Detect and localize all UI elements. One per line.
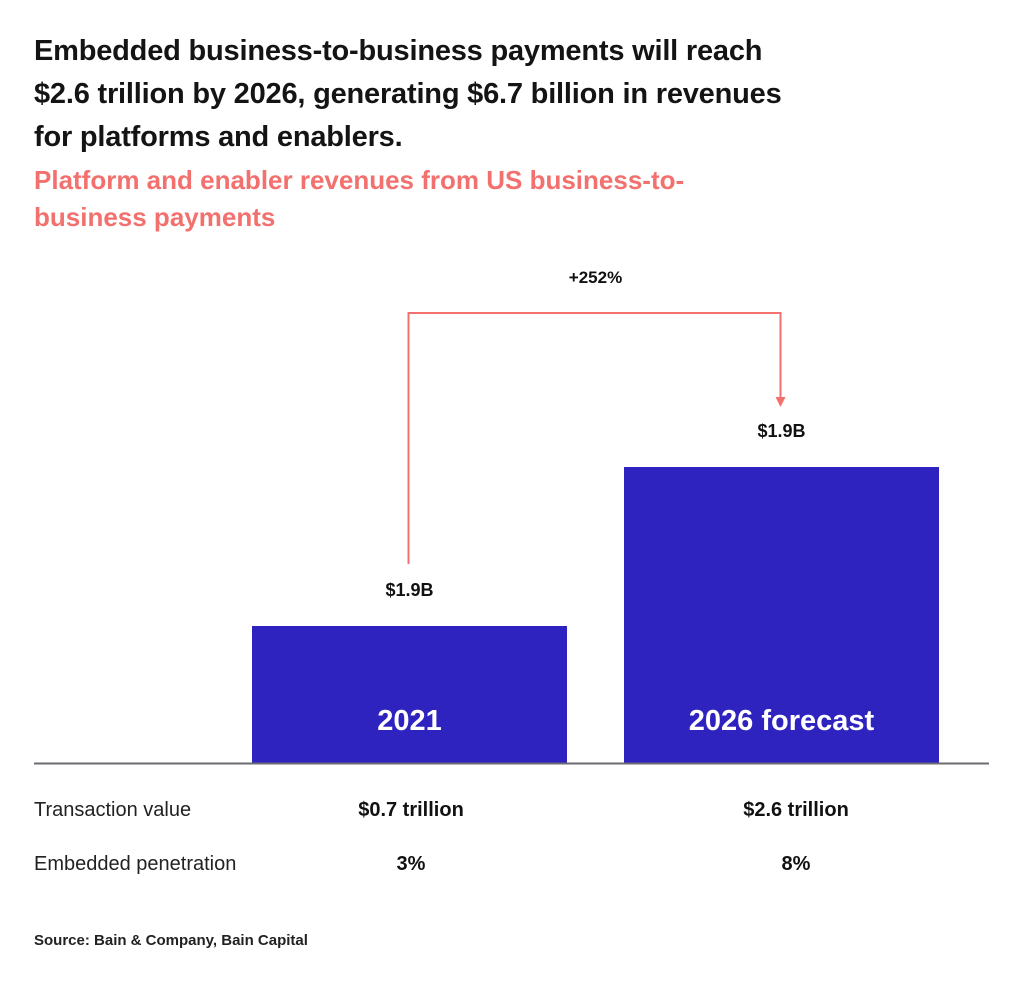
bar-0 [252, 626, 567, 763]
growth-arrow-icon [775, 397, 786, 407]
bar-chart: 2021 $1.9B 2026 forecast $1.9B +252% [34, 268, 989, 765]
growth-bracket [407, 312, 782, 564]
bar-value-label-1: $1.9B [757, 421, 805, 441]
source-note: Source: Bain & Company, Bain Capital [34, 932, 308, 949]
chart-subtitle: Platform and enabler revenues from US bu… [34, 165, 685, 232]
bar-category-label-0: 2021 [377, 705, 442, 737]
cell-transaction-2021: $0.7 trillion [358, 799, 464, 821]
cell-penetration-2026: 8% [781, 853, 811, 875]
row-label-embedded-penetration: Embedded penetration [34, 853, 237, 875]
bar-category-label-1: 2026 forecast [689, 705, 875, 737]
cell-penetration-2021: 3% [396, 853, 426, 875]
row-label-transaction-value: Transaction value [34, 799, 192, 821]
bar-1 [624, 467, 939, 763]
growth-label: +252% [569, 268, 622, 287]
cell-transaction-2026: $2.6 trillion [743, 799, 849, 821]
chart-title: Embedded business-to-business payments w… [34, 35, 782, 153]
bar-value-label-0: $1.9B [385, 580, 433, 600]
